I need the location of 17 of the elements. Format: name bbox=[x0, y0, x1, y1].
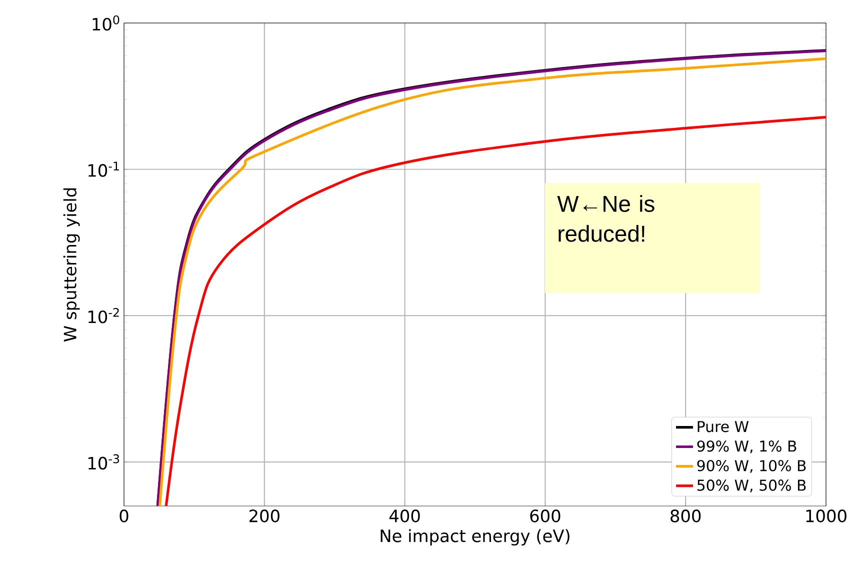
legend-label: 99% W, 1% B bbox=[697, 440, 796, 454]
annotation: W←Ne is reduced! bbox=[557, 195, 654, 242]
x-tick-label: 800 bbox=[670, 510, 701, 522]
x-tick-label: 0 bbox=[120, 510, 128, 522]
x-axis-title: Ne impact energy (eV) bbox=[380, 529, 570, 546]
x-tick-label: 1000 bbox=[806, 510, 846, 522]
y-tick-label: 10$^{-1}$ bbox=[88, 162, 119, 177]
legend-label: 50% W, 50% B bbox=[697, 480, 806, 492]
x-tick-label: 400 bbox=[389, 510, 420, 522]
legend-label: Pure W bbox=[698, 421, 749, 432]
y-tick-label: 10$^{0}$ bbox=[92, 15, 120, 31]
y-tick-label: 10$^{-3}$ bbox=[88, 454, 120, 470]
legend-label: 90% W, 10% B bbox=[697, 460, 806, 473]
y-axis-title: W sputtering yield bbox=[63, 188, 80, 342]
x-tick-label: 600 bbox=[530, 510, 560, 522]
x-tick-label: 200 bbox=[249, 510, 280, 522]
y-tick-label: 10$^{-2}$ bbox=[88, 308, 119, 324]
